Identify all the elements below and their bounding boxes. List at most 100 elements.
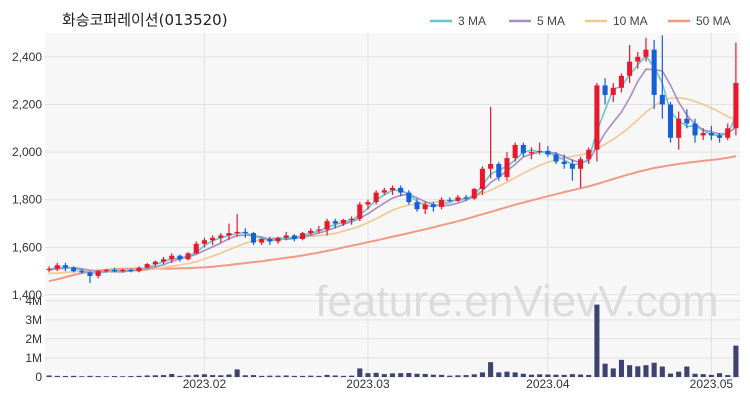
candlestick [250,231,257,245]
candle-body [226,233,232,236]
candlestick [283,231,289,241]
candlestick [447,197,453,203]
volume-tick-label: 4M [25,294,42,308]
candlestick [103,268,109,273]
volume-bar [627,365,633,377]
volume-bar [259,375,265,377]
legend-label: 5 MA [537,14,565,28]
candle-body [717,135,723,138]
candlestick [193,241,199,255]
volume-tick-label: 1M [25,351,42,365]
candlestick [578,156,584,188]
candlestick [201,237,207,248]
volume-bar [71,375,77,377]
legend-label: 10 MA [613,14,648,28]
volume-bar [324,374,330,377]
candle-body [349,218,355,220]
volume-bar [398,373,404,377]
volume-bar [618,359,624,377]
volume-bar [120,376,126,377]
candle-body [733,83,739,129]
price-tick-label: 2,400 [12,50,42,64]
candle-body [308,230,314,234]
candle-body [520,144,526,154]
candle-body [414,202,420,210]
candlestick [389,185,396,195]
volume-bar [308,375,314,377]
legend: 3 MA 5 MA 10 MA 50 MA [430,14,731,28]
candlestick [381,187,387,195]
candle-body [120,269,126,272]
candlestick [676,111,682,150]
candle-body [185,253,191,260]
price-tick-label: 2,200 [12,97,42,111]
price-tick-label: 1,600 [12,240,42,254]
volume-bar [488,362,494,377]
watermark: feature.enVievV.com [315,277,719,326]
candlestick [152,260,158,267]
candle-body [439,199,445,207]
candlestick [373,190,379,205]
candle-body [316,229,322,231]
volume-bar [717,373,723,377]
candle-body [54,265,60,269]
volume-bar [316,375,322,377]
candlestick [71,266,77,273]
candlestick [161,256,167,265]
candle-body [651,49,657,95]
volume-bar [177,375,183,377]
candlestick [54,262,60,272]
ma50-line [48,155,737,283]
candle-body [512,144,518,159]
candle-body [136,267,142,272]
volume-bar [561,374,567,377]
candle-body [725,128,731,138]
chart-title: 화승코퍼레이션(013520) [62,11,228,29]
candlestick [594,83,600,162]
candlestick [324,218,330,236]
volume-bar [586,374,592,377]
volume-bar [667,373,674,377]
candlestick [218,233,224,243]
volume-bar [136,375,142,377]
candle-body [692,123,698,136]
candlestick [635,52,641,69]
volume-bar [733,345,739,377]
candlestick [618,73,624,93]
volume-tick-label: 3M [25,313,42,327]
candle-body [62,265,68,268]
candle-body [700,133,706,136]
legend-item-ma10: 10 MA [585,14,648,28]
volume-bar [103,376,109,377]
candle-body [103,269,109,272]
volume-bar [267,375,273,377]
volume-bar [512,372,518,377]
candle-body [471,189,477,199]
candle-body [455,197,461,201]
legend-item-ma3: 3 MA [430,14,486,28]
candle-body [561,161,567,164]
candle-body [618,75,624,88]
volume-bar [242,375,248,377]
candle-body [578,159,584,169]
candlestick [259,237,265,245]
volume-bar [635,366,641,377]
volume-bar [300,375,306,377]
candlestick [479,166,485,195]
candle-body [569,164,575,169]
candlestick [455,194,461,203]
candlestick [267,236,273,245]
candlestick [463,194,469,201]
candlestick [226,223,232,241]
volume-bar [152,375,158,377]
candlestick [422,202,428,215]
volume-bar [234,369,240,377]
volume-bar [46,375,52,377]
candle-body [602,85,608,95]
candlestick [610,83,616,103]
candle-body [250,233,257,243]
volume-bar [95,376,101,377]
volume-bar [520,373,526,377]
candle-body [381,190,387,193]
candle-body [46,268,52,270]
